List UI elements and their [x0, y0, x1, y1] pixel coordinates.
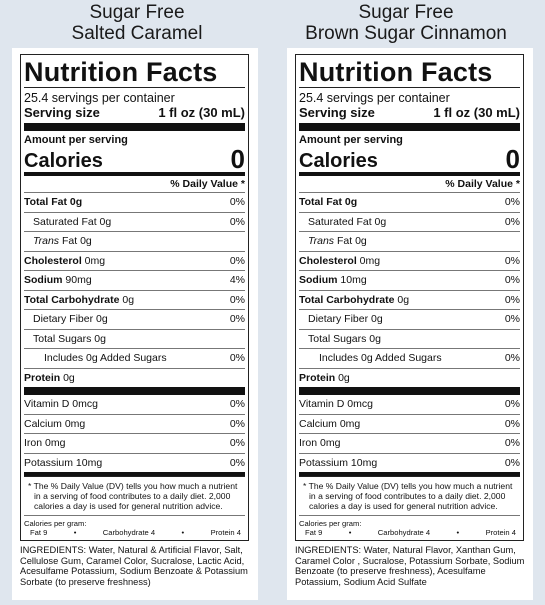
dv-value: 0% [504, 215, 520, 228]
flavor-heading-salted-caramel: Sugar Free Salted Caramel [6, 2, 268, 44]
servings-per-container: 25.4 servings per container [299, 91, 450, 105]
divider-medium [299, 172, 520, 176]
calories-row: Calories 0 [24, 146, 245, 172]
serving-size-label: Serving size [299, 105, 375, 120]
nutrient-row-potassium: Potassium 10mg 0% [299, 452, 520, 473]
nutrient-row-dietary-fiber: Dietary Fiber 0g 0% [24, 309, 245, 329]
nutrient-row-total-sugars: Total Sugars 0g [24, 328, 245, 349]
dv-value: 0% [229, 456, 245, 469]
dv-value: 0% [504, 456, 520, 469]
nutrient-row-saturated-fat: Saturated Fat 0g 0% [24, 211, 245, 232]
dv-value: 0% [229, 293, 245, 306]
amount-per-serving: Amount per serving [299, 134, 403, 146]
nutrient-row-total-carbohydrate: Total Carbohydrate 0g 0% [299, 289, 520, 310]
nutrient-row-potassium: Potassium 10mg 0% [24, 452, 245, 473]
calories-per-gram-heading: Calories per gram: [299, 515, 520, 528]
nutrient-row-added-sugars: Includes 0g Added Sugars 0% [24, 348, 245, 368]
daily-value-footnote: * The % Daily Value (DV) tells you how m… [299, 476, 520, 515]
calories-label: Calories [299, 150, 378, 172]
nutrition-facts-title: Nutrition Facts [299, 57, 493, 87]
dv-value: 0% [504, 254, 520, 267]
nutrient-row-iron: Iron 0mg 0% [299, 433, 520, 453]
dv-value: 0% [504, 417, 520, 430]
nutrient-row-total-carbohydrate: Total Carbohydrate 0g 0% [24, 289, 245, 310]
nutrient-row-sodium: Sodium 10mg 0% [299, 270, 520, 290]
dv-value: 0% [229, 398, 245, 410]
nutrition-panel-brown-sugar-cinnamon: Nutrition Facts 25.4 servings per contai… [287, 48, 533, 600]
daily-value-header: % Daily Value * [445, 178, 520, 190]
nutrient-row-dietary-fiber: Dietary Fiber 0g 0% [299, 309, 520, 329]
calories-label: Calories [24, 150, 103, 172]
nutrition-facts-label: Nutrition Facts 25.4 servings per contai… [20, 54, 249, 541]
nutrient-row-calcium: Calcium 0mg 0% [24, 413, 245, 434]
nutrient-row-trans-fat: Trans Fat 0g [24, 231, 245, 251]
nutrition-facts-title: Nutrition Facts [24, 57, 218, 87]
daily-value-header: % Daily Value * [170, 178, 245, 190]
nutrient-row-cholesterol: Cholesterol 0mg 0% [299, 250, 520, 271]
nutrient-row-vitamin-d: Vitamin D 0mcg 0% [24, 395, 245, 414]
dv-value: 0% [504, 293, 520, 306]
daily-value-footnote: * The % Daily Value (DV) tells you how m… [24, 476, 245, 515]
servings-per-container: 25.4 servings per container [24, 91, 175, 105]
dv-value: 0% [504, 313, 520, 325]
nutrient-row-total-fat: Total Fat 0g 0% [24, 192, 245, 212]
nutrient-row-iron: Iron 0mg 0% [24, 433, 245, 453]
dv-value: 0% [229, 254, 245, 267]
dv-value: 0% [229, 352, 245, 364]
calories-row: Calories 0 [299, 146, 520, 172]
calories-per-gram-values: Fat 9 • Carbohydrate 4 • Protein 4 [305, 528, 516, 537]
nutrition-panel-salted-caramel: Nutrition Facts 25.4 servings per contai… [12, 48, 258, 600]
dv-value: 0% [504, 437, 520, 449]
calories-value: 0 [230, 144, 245, 174]
dv-value: 0% [504, 196, 520, 208]
divider-thick [24, 387, 245, 395]
divider-thick [299, 123, 520, 131]
nutrient-row-saturated-fat: Saturated Fat 0g 0% [299, 211, 520, 232]
nutrient-row-calcium: Calcium 0mg 0% [299, 413, 520, 434]
calories-per-gram-values: Fat 9 • Carbohydrate 4 • Protein 4 [30, 528, 241, 537]
flavor-heading-brown-sugar-cinnamon: Sugar Free Brown Sugar Cinnamon [275, 2, 537, 44]
divider-thick [24, 123, 245, 131]
serving-size-row: Serving size 1 fl oz (30 mL) [299, 105, 520, 120]
ingredients-text: INGREDIENTS: Water, Natural & Artificial… [20, 545, 248, 587]
dv-value: 4% [229, 274, 245, 286]
nutrient-row-protein: Protein 0g [299, 367, 520, 388]
dv-value: 0% [229, 313, 245, 325]
nutrient-row-total-fat: Total Fat 0g 0% [299, 192, 520, 212]
calories-per-gram-heading: Calories per gram: [24, 515, 245, 528]
dv-value: 0% [229, 417, 245, 430]
serving-size-row: Serving size 1 fl oz (30 mL) [24, 105, 245, 120]
flavor-line-2: Brown Sugar Cinnamon [305, 23, 507, 44]
nutrient-row-added-sugars: Includes 0g Added Sugars 0% [299, 348, 520, 368]
nutrition-facts-label: Nutrition Facts 25.4 servings per contai… [295, 54, 524, 541]
calories-value: 0 [505, 144, 520, 174]
dv-value: 0% [229, 437, 245, 449]
dv-value: 0% [504, 274, 520, 286]
divider-medium [24, 472, 245, 476]
nutrient-row-total-sugars: Total Sugars 0g [299, 328, 520, 349]
divider-medium [24, 172, 245, 176]
dv-value: 0% [504, 398, 520, 410]
dv-value: 0% [229, 196, 245, 208]
dv-value: 0% [229, 215, 245, 228]
serving-size-value: 1 fl oz (30 mL) [433, 105, 520, 120]
flavor-line-2: Salted Caramel [71, 23, 203, 44]
serving-size-value: 1 fl oz (30 mL) [158, 105, 245, 120]
nutrient-row-trans-fat: Trans Fat 0g [299, 231, 520, 251]
amount-per-serving: Amount per serving [24, 134, 128, 146]
dv-value: 0% [504, 352, 520, 364]
serving-size-label: Serving size [24, 105, 100, 120]
nutrient-row-sodium: Sodium 90mg 4% [24, 270, 245, 290]
nutrient-row-protein: Protein 0g [24, 367, 245, 388]
divider-thick [299, 387, 520, 395]
nutrient-row-cholesterol: Cholesterol 0mg 0% [24, 250, 245, 271]
flavor-line-1: Sugar Free [89, 2, 185, 23]
divider-medium [299, 472, 520, 476]
flavor-line-1: Sugar Free [358, 2, 454, 23]
nutrient-row-vitamin-d: Vitamin D 0mcg 0% [299, 395, 520, 414]
ingredients-text: INGREDIENTS: Water, Natural Flavor, Xant… [295, 545, 525, 587]
